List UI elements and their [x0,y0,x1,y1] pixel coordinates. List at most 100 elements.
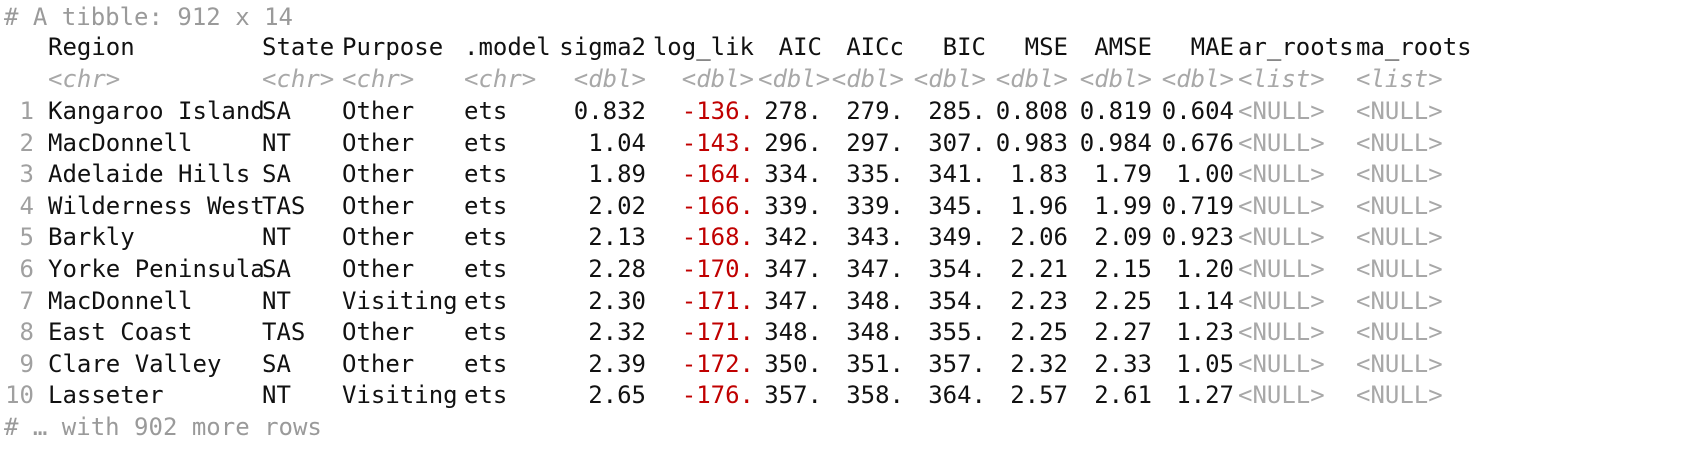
table-cell: 2.28 [588,255,646,283]
table-cell: ets [464,381,508,410]
column-type: <chr> [48,65,121,93]
table-cell: NT [262,128,291,157]
column-header: .model [464,33,551,61]
table-cell: 1.79 [1094,160,1152,189]
table-cell: Wilderness West [48,191,265,220]
table-cell: ets [464,286,508,315]
table-row: 2 MacDonnell NT Other ets 1.04 -143. 296. 297. 30… [0,126,1684,160]
table-cell: ets [464,160,508,189]
row-number: 7 [19,286,34,315]
table-cell: <NULL> [1356,128,1443,157]
table-cell: Visiting [342,286,458,315]
table-cell: 0.604 [1161,97,1234,125]
table-cell: -171. [681,286,754,315]
table-cell: -164. [681,160,754,189]
column-type: <dbl> [1079,65,1152,93]
table-cell: SA [262,97,291,125]
table-cell: NT [262,286,291,315]
column-header: AMSE [1094,33,1152,61]
table-cell: ets [464,349,508,378]
table-cell: ets [464,97,508,125]
table-row: 4 Wilderness West TAS Other ets 2.02 -166. 339.… [0,189,1684,223]
table-cell: ets [464,318,508,347]
table-cell: 351. [846,349,904,378]
table-cell: <NULL> [1356,286,1443,315]
table-cell: 1.83 [1010,160,1068,189]
table-cell: 1.89 [588,160,646,189]
table-cell: 0.923 [1161,223,1234,252]
table-cell: 2.25 [1010,318,1068,347]
table-row: 8 East Coast TAS Other ets 2.32 -171. 348. 348. 3… [0,315,1684,349]
table-cell: 2.32 [588,318,646,347]
row-number: 10 [5,381,34,410]
table-cell: 348. [846,286,904,315]
table-cell: 334. [764,160,822,189]
column-type: <list> [1356,65,1443,93]
table-cell: ets [464,128,508,157]
column-type: <dbl> [681,65,754,93]
column-header: ar_roots [1238,33,1354,61]
table-cell: SA [262,349,291,378]
table-cell: <NULL> [1356,160,1443,189]
table-cell: 2.06 [1010,223,1068,252]
table-cell: 358. [846,381,904,410]
table-cell: Kangaroo Island [48,97,265,125]
table-cell: 357. [764,381,822,410]
column-type: <chr> [262,65,335,93]
table-cell: 1.05 [1176,349,1234,378]
table-cell: 364. [928,381,986,410]
table-cell: -170. [681,255,754,283]
table-cell: <NULL> [1356,223,1443,252]
table-cell: Other [342,223,415,252]
table-cell: 355. [928,318,986,347]
row-number: 2 [19,128,34,157]
table-cell: 2.21 [1010,255,1068,283]
table-cell: 0.676 [1161,128,1234,157]
table-cell: 347. [846,255,904,283]
column-type: <dbl> [995,65,1068,93]
table-cell: 2.23 [1010,286,1068,315]
more-rows-footer: # … with 902 more rows [4,413,322,441]
table-cell: 341. [928,160,986,189]
table-cell: <NULL> [1356,97,1443,125]
table-cell: 347. [764,255,822,283]
table-cell: Clare Valley [48,349,222,378]
table-cell: 350. [764,349,822,378]
table-cell: 342. [764,223,822,252]
table-cell: 285. [928,97,986,125]
column-header: log_lik [652,33,754,61]
column-header-row: Region State Purpose .model sigma2 log_lik AIC… [0,30,1684,64]
row-number: 9 [19,349,34,378]
column-type: <dbl> [913,65,986,93]
table-cell: -166. [681,191,754,220]
table-cell: Yorke Peninsula [48,255,265,283]
table-cell: TAS [262,191,306,220]
table-cell: 0.808 [995,97,1068,125]
table-cell: 2.15 [1094,255,1152,283]
table-cell: 1.23 [1176,318,1234,347]
table-cell: Other [342,160,415,189]
table-cell: TAS [262,318,306,347]
row-number: 4 [19,191,34,220]
table-cell: Visiting [342,381,458,410]
column-type: <list> [1238,65,1325,93]
table-row: 3 Adelaide Hills SA Other ets 1.89 -164. 334. 33… [0,157,1684,191]
table-row: 9 Clare Valley SA Other ets 2.39 -172. 350. 351.… [0,347,1684,381]
table-cell: 0.983 [995,128,1068,157]
column-type: <dbl> [758,65,831,93]
column-header: MAE [1190,33,1234,61]
table-cell: 0.832 [573,97,646,125]
table-cell: Other [342,349,415,378]
table-cell: -171. [681,318,754,347]
table-cell: Adelaide Hills [48,160,251,189]
table-cell: MacDonnell [48,286,193,315]
table-cell: 2.30 [588,286,646,315]
table-cell: <NULL> [1238,128,1325,157]
table-cell: Other [342,191,415,220]
table-row: 6 Yorke Peninsula SA Other ets 2.28 -170. 347. 3… [0,252,1684,286]
table-cell: 345. [928,191,986,220]
table-cell: <NULL> [1238,349,1325,378]
column-header: State [262,33,335,61]
column-header: Region [48,33,135,61]
